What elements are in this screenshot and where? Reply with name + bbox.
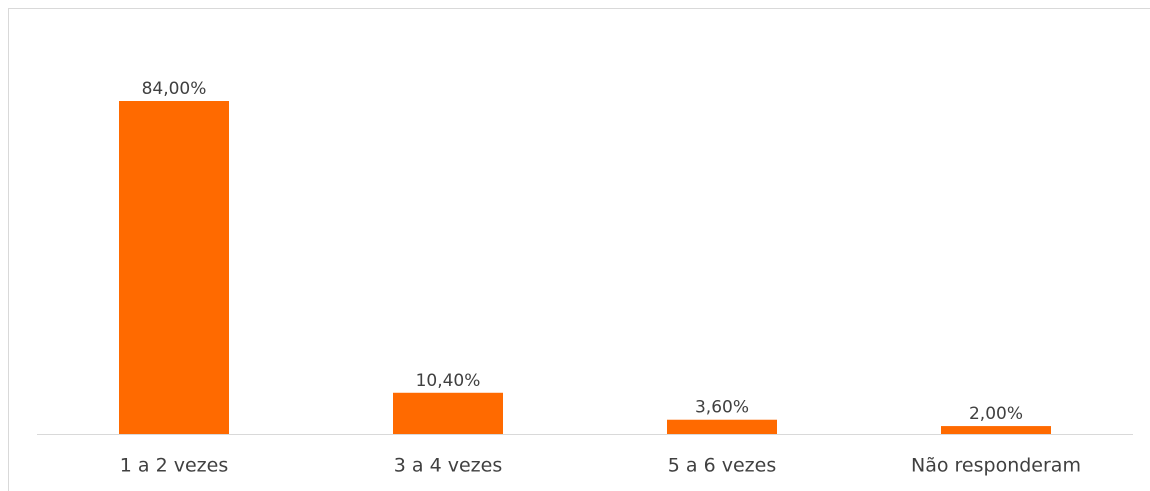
value-label: 10,40% — [416, 371, 481, 391]
bar — [941, 426, 1051, 434]
bar — [393, 392, 503, 434]
x-tick-label: 5 a 6 vezes — [668, 455, 776, 477]
x-tick-label: 3 a 4 vezes — [394, 455, 502, 477]
value-label: 84,00% — [142, 79, 207, 99]
x-tick-label: 1 a 2 vezes — [120, 455, 228, 477]
bar — [119, 101, 229, 434]
chart-frame — [8, 8, 1150, 491]
value-label: 2,00% — [969, 404, 1023, 424]
bar — [667, 419, 777, 434]
x-tick-label: Não responderam — [911, 455, 1081, 477]
value-label: 3,60% — [695, 398, 749, 418]
